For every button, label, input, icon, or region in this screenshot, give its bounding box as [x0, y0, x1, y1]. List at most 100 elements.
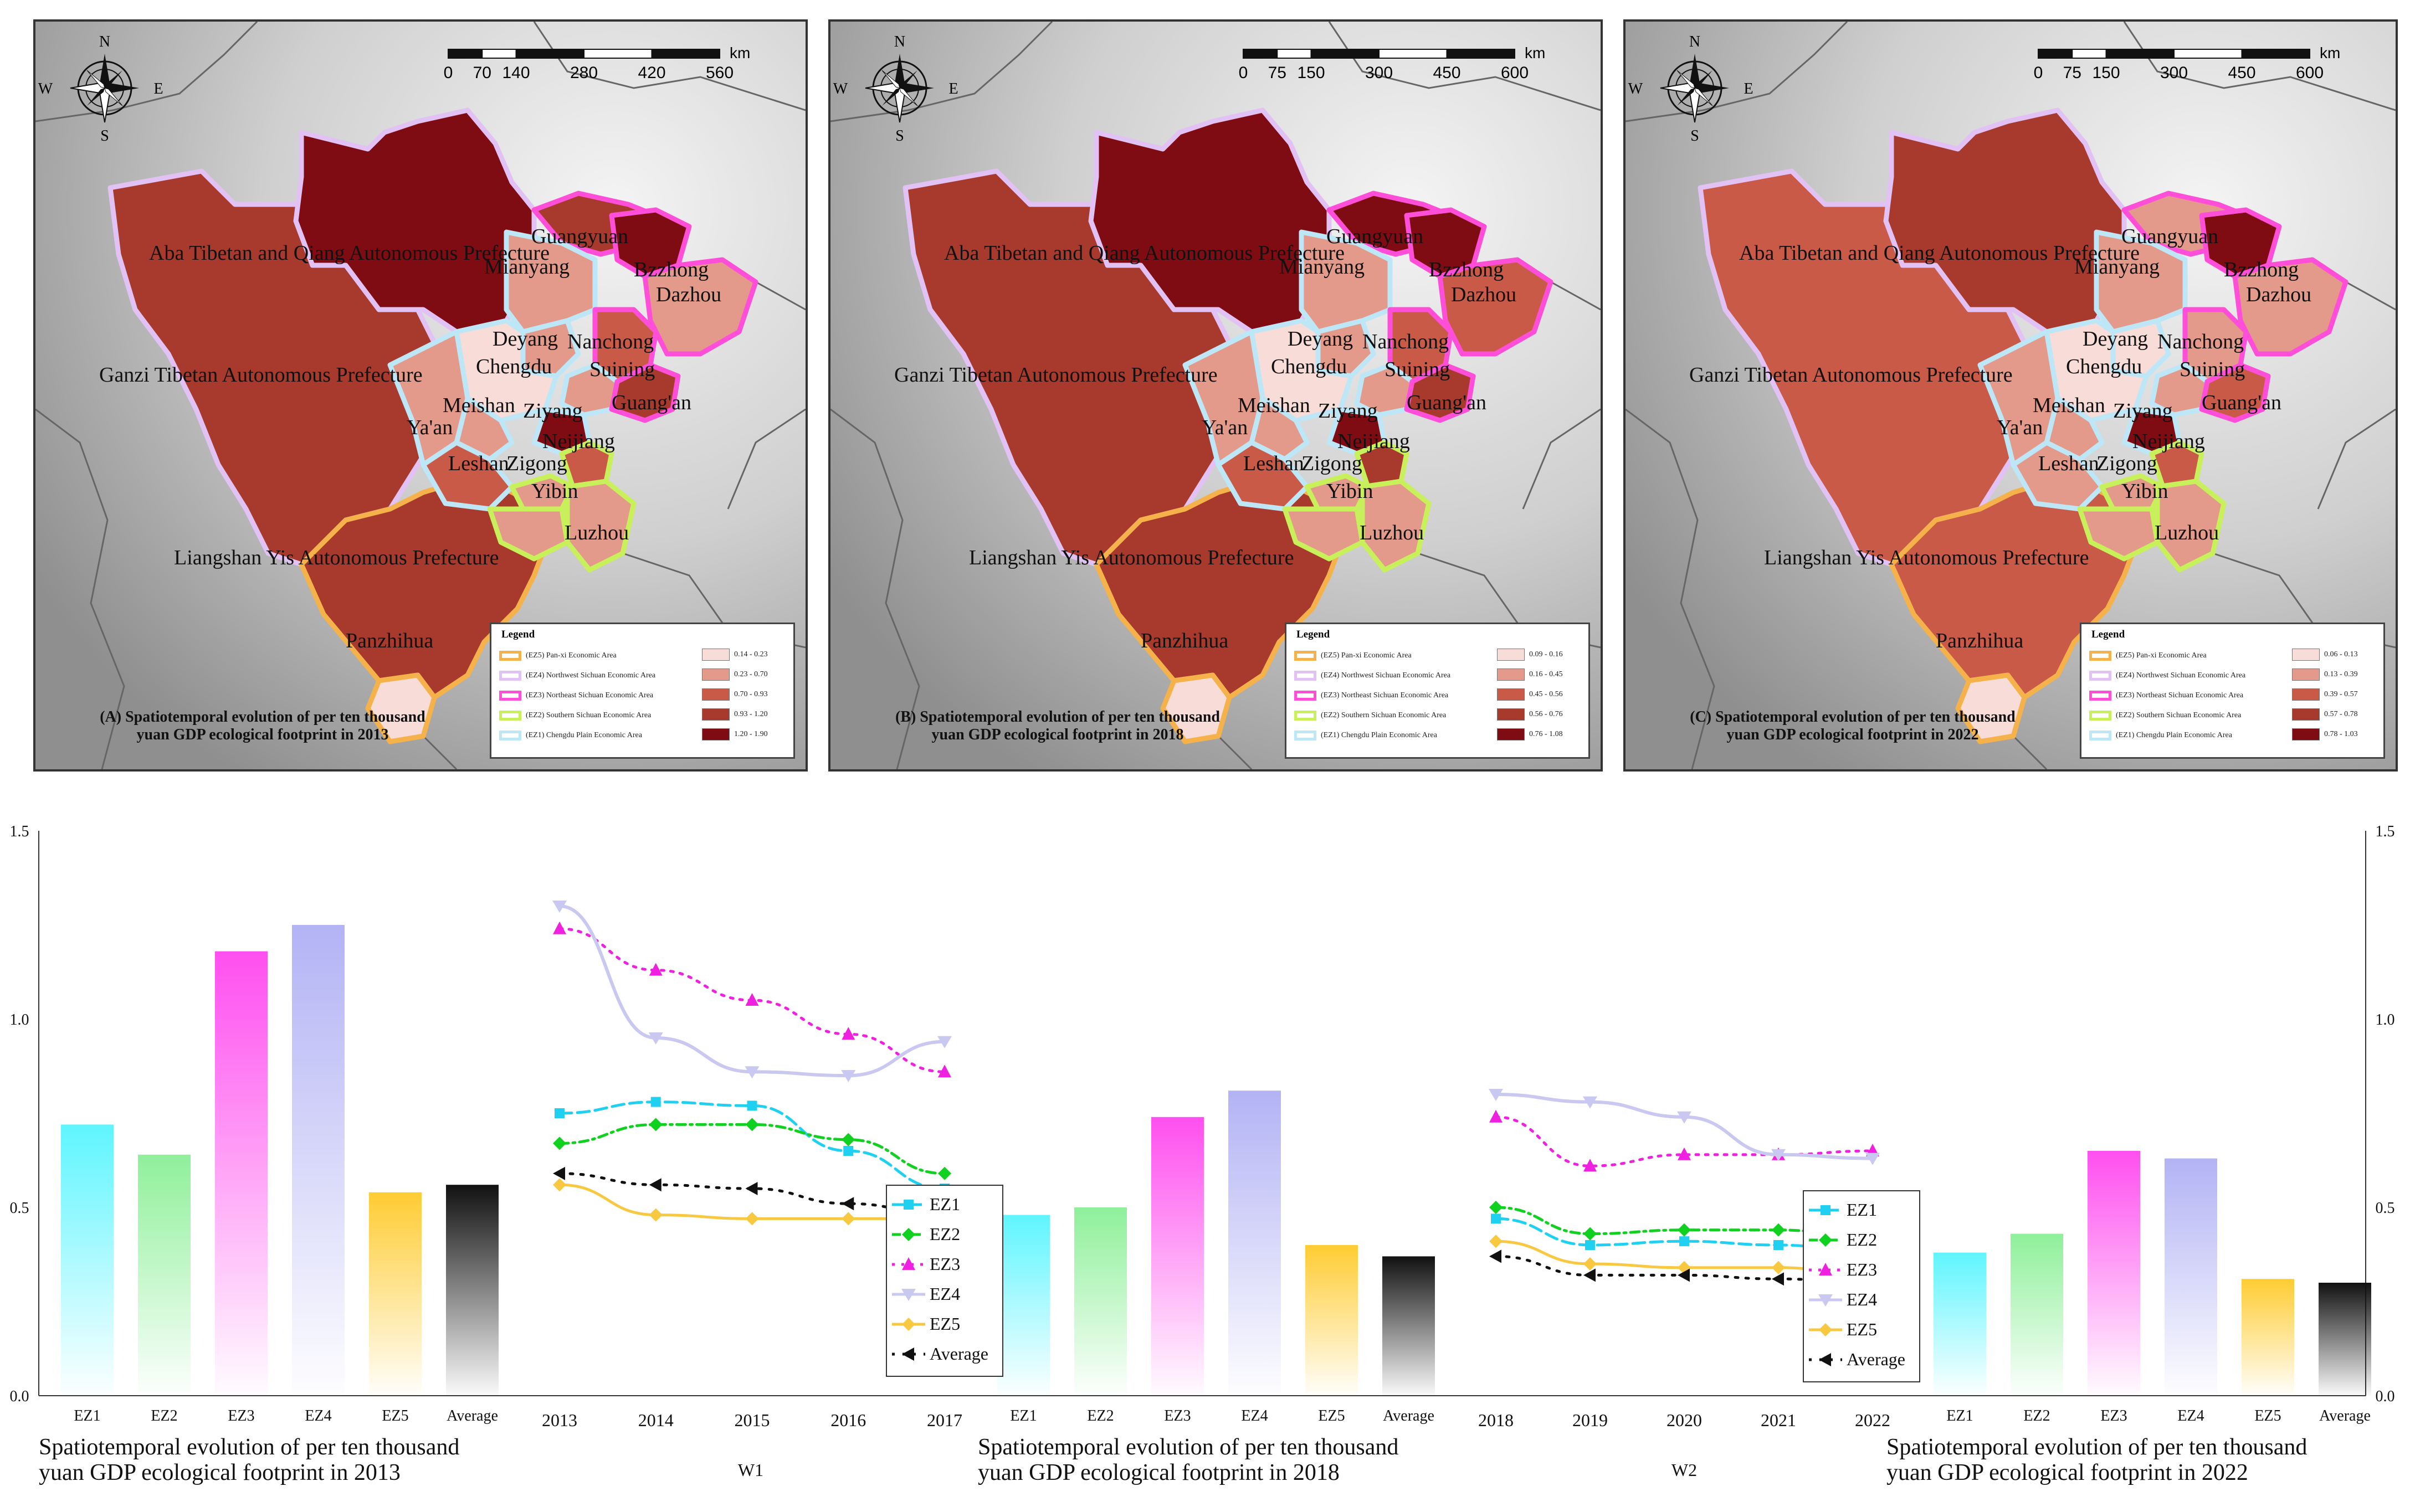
marker-diamond [1772, 1223, 1785, 1237]
marker-triangle [745, 993, 759, 1006]
scale-tick-label: 150 [1297, 64, 1325, 82]
label-mianyang: Mianyang [1279, 255, 1365, 279]
legend-class-item: 0.23 - 0.70 [702, 668, 768, 681]
bar-category-label: Average [1383, 1407, 1434, 1424]
region-liangshan [1094, 473, 1348, 700]
legend-series-label: EZ5 [930, 1314, 960, 1334]
legend-zone-item: (EZ4) Northwest Sichuan Economic Area [1294, 671, 1450, 681]
line-legend-box [886, 1185, 1003, 1377]
province-border [35, 22, 258, 122]
scale-unit: km [2320, 44, 2340, 61]
bar-category-label: EZ5 [2254, 1407, 2281, 1424]
y-tick-label-left: 1.5 [10, 823, 29, 840]
compass-e-label: E [1744, 80, 1753, 97]
label-neijiang: Neijiang [542, 430, 615, 453]
bar-2022-EZ3 [2088, 1151, 2140, 1396]
bar-2013-EZ2 [138, 1154, 191, 1396]
marker-triangle [553, 921, 566, 934]
label-guangyuan: Guangyuan [1326, 225, 1423, 248]
marker-diamond [649, 1118, 663, 1132]
legend-series-label: EZ5 [1847, 1319, 1877, 1339]
marker-diamond [842, 1212, 855, 1226]
province-border [1626, 22, 1848, 122]
province-border [1550, 281, 1601, 311]
y-tick-label-left: 1.0 [10, 1011, 29, 1028]
chart-caption-2022: Spatiotemporal evolution of per ten thou… [1886, 1434, 2308, 1485]
map-panel-1: Aba Tibetan and Qiang Autonomous Prefect… [33, 19, 808, 772]
bar-category-label: EZ4 [1241, 1407, 1268, 1424]
legend-class-item: 0.57 - 0.78 [2292, 708, 2358, 721]
label-dazhou: Dazhou [2246, 283, 2311, 306]
marker-triangle [842, 1027, 855, 1040]
map-legend: Legend (EZ5) Pan-xi Economic Area (EZ4) No… [1285, 623, 1590, 759]
marker-down-triangle [901, 1289, 916, 1301]
legend-class-item: 0.70 - 0.93 [702, 688, 768, 701]
marker-diamond [553, 1178, 566, 1192]
bar-category-label: Average [447, 1407, 498, 1424]
province-border [1217, 735, 1253, 769]
label-liangshan: Liangshan Yis Autonomous Prefecture [969, 546, 1294, 569]
label-suining: Suining [1385, 358, 1450, 381]
map-panel-2: Aba Tibetan and Qiang Autonomous Prefect… [828, 19, 1603, 772]
year-tick-label: 2017 [927, 1410, 962, 1430]
bar-2013-Average [446, 1185, 499, 1396]
scale-tick-label: 300 [2160, 64, 2188, 82]
year-tick-label: 2014 [638, 1410, 674, 1430]
label-aba: Aba Tibetan and Qiang Autonomous Prefect… [1739, 241, 2140, 265]
marker-diamond [1489, 1235, 1503, 1248]
compass-w-label: W [38, 80, 53, 97]
bar-category-label: EZ1 [1010, 1407, 1037, 1424]
label-ganzi: Ganzi Tibetan Autonomous Prefecture [894, 363, 1218, 387]
label-ganzi: Ganzi Tibetan Autonomous Prefecture [99, 363, 423, 387]
label-guangyuan: Guangyuan [2121, 225, 2218, 248]
y-tick-label-right: 0.5 [2376, 1200, 2395, 1217]
marker-diamond [842, 1133, 855, 1146]
compass-s-label: S [1690, 127, 1699, 145]
region-neijiang [1354, 440, 1409, 490]
marker-down-triangle [1865, 1153, 1880, 1165]
marker-square [1585, 1240, 1595, 1250]
y-tick-label-left: 0.5 [10, 1200, 29, 1217]
bar-2022-EZ1 [1934, 1252, 1986, 1396]
label-meishan: Meishan [1238, 394, 1310, 417]
label-panzhihua: Panzhihua [1141, 629, 1228, 652]
bar-category-label: EZ1 [74, 1407, 100, 1424]
label-suining: Suining [2180, 358, 2245, 381]
province-border [35, 408, 125, 769]
legend-zone-item: (EZ4) Northwest Sichuan Economic Area [2089, 671, 2245, 681]
label-guangyuan: Guangyuan [531, 225, 628, 248]
marker-diamond [902, 1318, 915, 1331]
bar-2018-EZ5 [1305, 1245, 1358, 1396]
legend-series-label: EZ3 [930, 1254, 960, 1274]
legend-series-label: EZ1 [930, 1194, 960, 1214]
label-bazhong: Bzzhong [1429, 258, 1504, 281]
scale-bar [2038, 49, 2310, 59]
marker-triangle [1678, 1147, 1691, 1160]
scale-tick-label: 0 [444, 64, 453, 82]
compass-w-label: W [833, 80, 848, 97]
bar-2018-EZ2 [1074, 1207, 1127, 1396]
bar-category-label: EZ3 [228, 1407, 254, 1424]
label-ganzi: Ganzi Tibetan Autonomous Prefecture [1689, 363, 2013, 387]
marker-down-triangle [1677, 1111, 1691, 1124]
scale-tick-label: 75 [2063, 64, 2081, 82]
label-nanchong: Nanchong [1362, 330, 1449, 353]
marker-left-triangle [553, 1166, 565, 1180]
marker-left-triangle [1772, 1272, 1784, 1286]
legend-zone-item: (EZ3) Northeast Sichuan Economic Area [499, 691, 653, 701]
bar-category-label: EZ3 [2100, 1407, 2127, 1424]
label-nanchong: Nanchong [2157, 330, 2244, 353]
marker-left-triangle [649, 1178, 662, 1192]
label-yibin: Yibin [2121, 480, 2168, 503]
year-tick-label: 2022 [1855, 1410, 1890, 1430]
label-liangshan: Liangshan Yis Autonomous Prefecture [174, 546, 499, 569]
bar-2018-EZ1 [997, 1215, 1050, 1396]
marker-square [843, 1146, 854, 1156]
map-canvas: Aba Tibetan and Qiang Autonomous Prefect… [830, 22, 1601, 769]
legend-title: Legend [2091, 629, 2125, 640]
marker-down-triangle [1771, 1149, 1786, 1161]
bar-category-label: EZ2 [151, 1407, 177, 1424]
scale-unit: km [730, 44, 750, 61]
compass-n-label: N [99, 33, 110, 50]
map-caption: (C) Spatiotemporal evolution of per ten … [1690, 708, 2016, 743]
